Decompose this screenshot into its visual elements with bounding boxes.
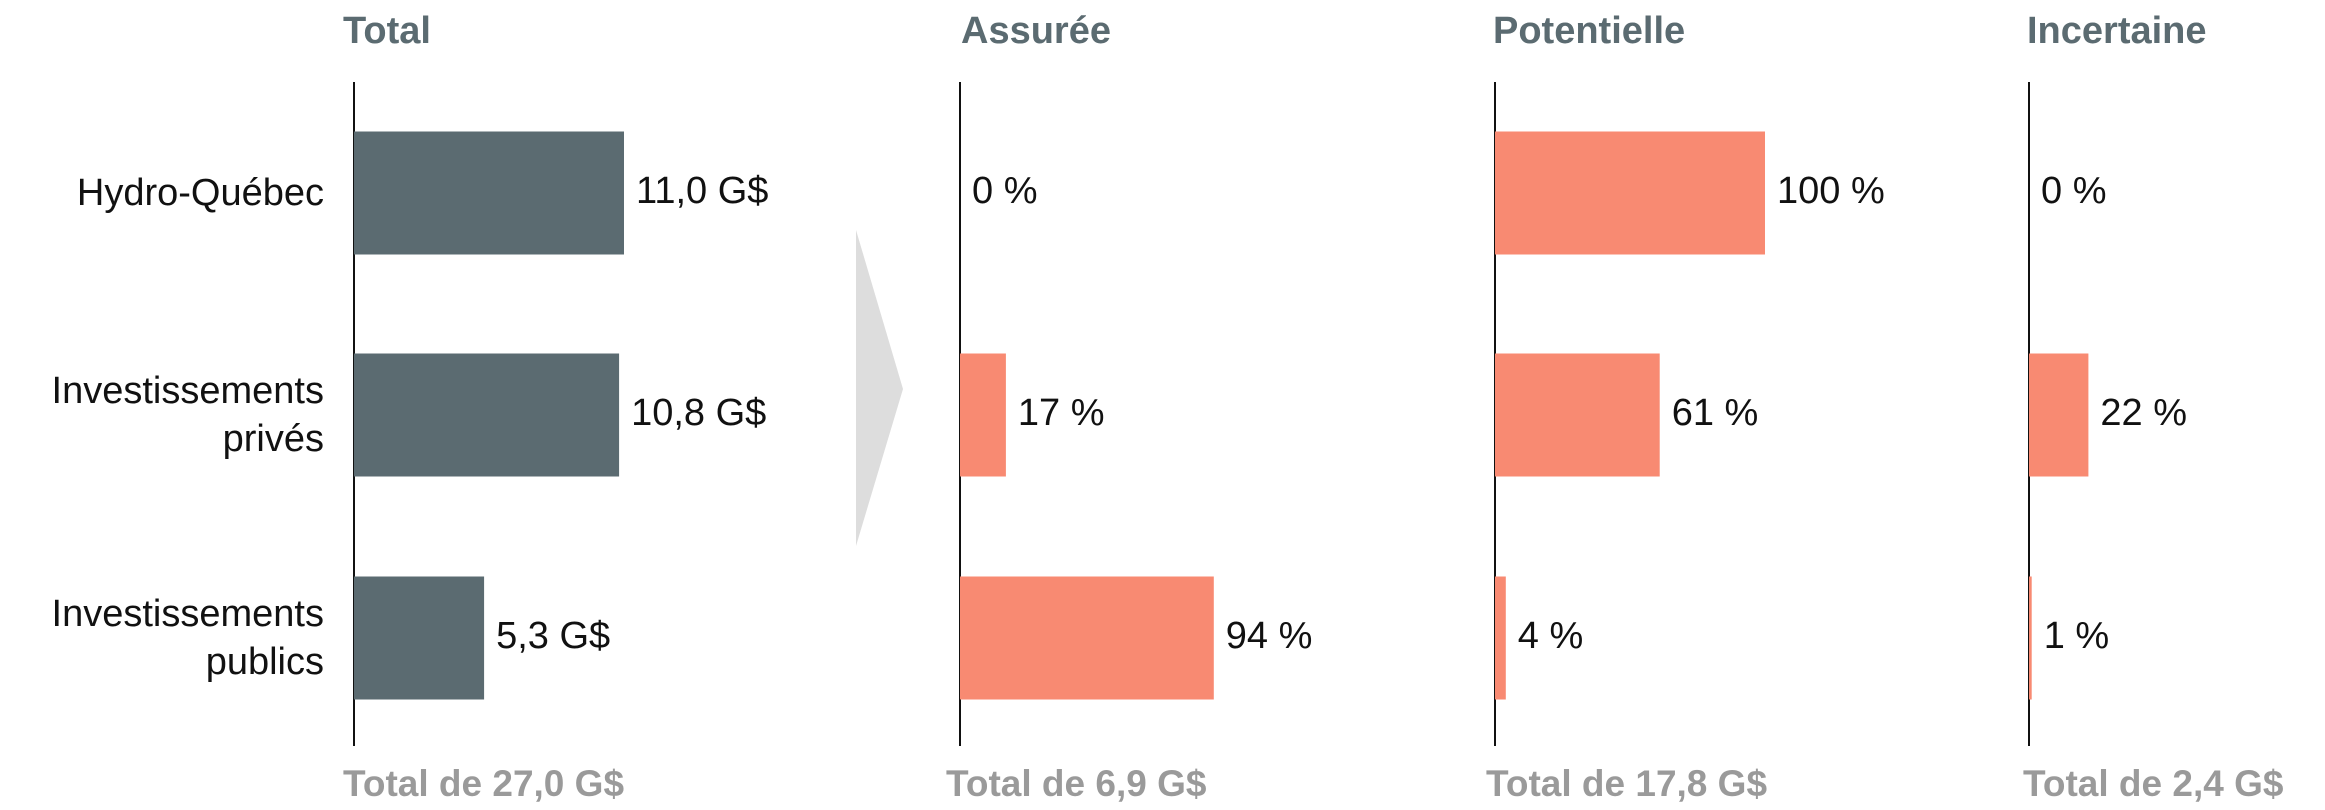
bar xyxy=(354,576,485,700)
bar xyxy=(354,353,620,477)
bar xyxy=(1495,353,1660,477)
panel-footer: Total de 17,8 G$ xyxy=(1486,763,1767,804)
value-label: 22 % xyxy=(2100,392,2187,434)
panel-title: Assurée xyxy=(961,10,1111,52)
category-label: Investissements publics xyxy=(51,593,324,683)
bar xyxy=(2029,353,2089,477)
value-label: 4 % xyxy=(1518,615,1583,657)
bar xyxy=(1495,131,1765,255)
bar xyxy=(960,576,1214,700)
category-label: Hydro-Québec xyxy=(76,172,324,214)
value-label: 10,8 G$ xyxy=(631,392,766,434)
bar xyxy=(960,353,1006,477)
value-label: 1 % xyxy=(2044,615,2109,657)
value-label: 17 % xyxy=(1018,392,1105,434)
panel-title: Incertaine xyxy=(2027,10,2207,52)
panel-footer: Total de 27,0 G$ xyxy=(343,763,624,804)
panel-footer: Total de 6,9 G$ xyxy=(946,763,1207,804)
value-label: 100 % xyxy=(1777,170,1885,212)
panel-footer: Total de 2,4 G$ xyxy=(2023,763,2284,804)
value-label: 5,3 G$ xyxy=(496,615,610,657)
value-label: 0 % xyxy=(972,170,1037,212)
value-label: 94 % xyxy=(1226,615,1313,657)
bar xyxy=(354,131,624,255)
bar xyxy=(1495,576,1506,700)
category-label: Investissements privés xyxy=(51,370,324,460)
value-label: 0 % xyxy=(2041,170,2106,212)
value-label: 11,0 G$ xyxy=(636,170,768,212)
bar xyxy=(2029,576,2032,700)
panel-title: Total xyxy=(343,10,431,52)
value-label: 61 % xyxy=(1672,392,1759,434)
panel-title: Potentielle xyxy=(1493,10,1685,52)
arrow xyxy=(856,230,903,546)
